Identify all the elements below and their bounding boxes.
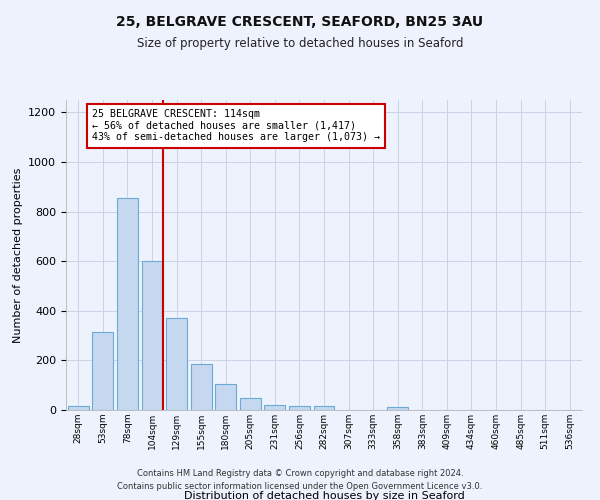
Bar [265,405,286,410]
Text: 25 BELGRAVE CRESCENT: 114sqm
← 56% of detached houses are smaller (1,417)
43% of: 25 BELGRAVE CRESCENT: 114sqm ← 56% of de… [92,110,380,142]
Bar [191,364,212,410]
Bar [166,318,187,410]
Bar [240,398,261,410]
Text: Contains public sector information licensed under the Open Government Licence v3: Contains public sector information licen… [118,482,482,491]
X-axis label: Distribution of detached houses by size in Seaford: Distribution of detached houses by size … [184,491,464,500]
Bar [117,198,138,410]
Bar [215,384,236,410]
Bar [92,332,113,410]
Bar [142,261,163,410]
Text: 25, BELGRAVE CRESCENT, SEAFORD, BN25 3AU: 25, BELGRAVE CRESCENT, SEAFORD, BN25 3AU [116,15,484,29]
Bar [289,406,310,410]
Text: Size of property relative to detached houses in Seaford: Size of property relative to detached ho… [137,38,463,51]
Y-axis label: Number of detached properties: Number of detached properties [13,168,23,342]
Bar [314,406,334,410]
Text: Contains HM Land Registry data © Crown copyright and database right 2024.: Contains HM Land Registry data © Crown c… [137,468,463,477]
Bar [387,407,408,410]
Bar [68,406,89,410]
